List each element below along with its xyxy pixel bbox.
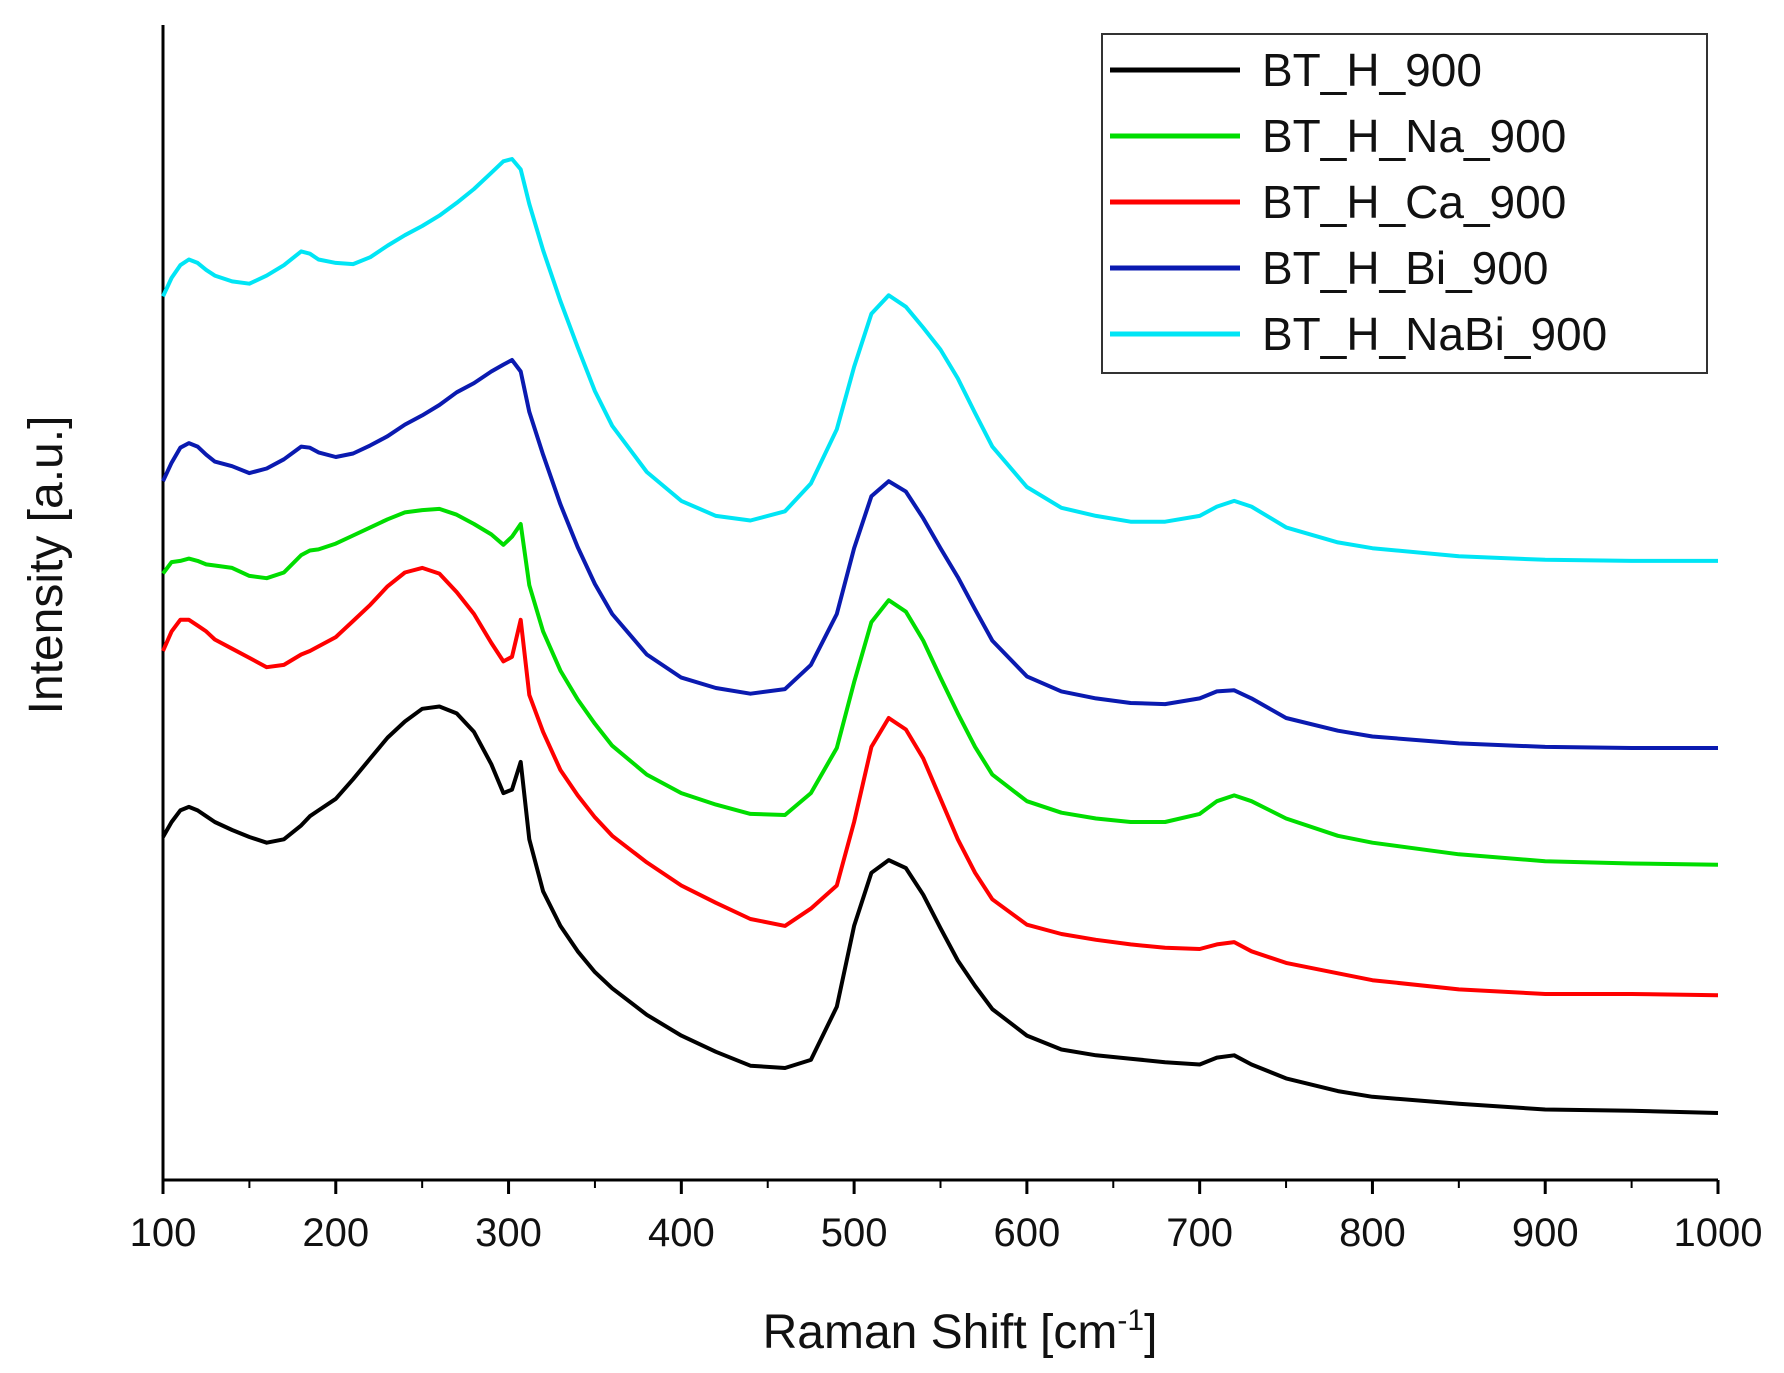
series-line-bt-h-na-900 (161, 506, 1719, 867)
legend-entries: BT_H_900 BT_H_Na_900 BT_H_Ca_900 BT_H_Bi_90… (1110, 44, 1607, 360)
x-axis-title: Raman Shift [cm-1] (763, 1304, 1158, 1359)
plot-area: 100 200 300 400 500 600 700 800 900 1000 (130, 25, 1763, 1255)
x-tick-label: 100 (130, 1211, 197, 1255)
legend-label: BT_H_900 (1262, 44, 1482, 96)
series-group (161, 157, 1719, 1115)
series-line-bt-h-ca-900 (161, 565, 1719, 998)
x-tick-label: 1000 (1674, 1211, 1763, 1255)
x-tick-label: 700 (1166, 1211, 1233, 1255)
x-tick-label: 200 (302, 1211, 369, 1255)
series-line-bt-h-bi-900 (161, 358, 1718, 750)
legend-label: BT_H_Ca_900 (1262, 176, 1566, 228)
series-line-bt-h-nabi-900 (161, 157, 1718, 563)
x-tick-label: 500 (821, 1211, 888, 1255)
y-axis-title: Intensity [a.u.] (20, 416, 73, 715)
x-axis-ticks: 100 200 300 400 500 600 700 800 900 1000 (130, 1180, 1763, 1255)
series-line-bt-h-900 (161, 704, 1719, 1115)
x-tick-label: 600 (994, 1211, 1061, 1255)
x-tick-label: 400 (648, 1211, 715, 1255)
legend-label: BT_H_Na_900 (1262, 110, 1566, 162)
x-tick-label: 300 (475, 1211, 542, 1255)
x-tick-label: 900 (1512, 1211, 1579, 1255)
x-tick-label: 800 (1339, 1211, 1406, 1255)
legend-label: BT_H_Bi_900 (1262, 242, 1548, 294)
legend: BT_H_900 BT_H_Na_900 BT_H_Ca_900 BT_H_Bi_90… (1101, 33, 1708, 374)
legend-label: BT_H_NaBi_900 (1262, 308, 1607, 360)
